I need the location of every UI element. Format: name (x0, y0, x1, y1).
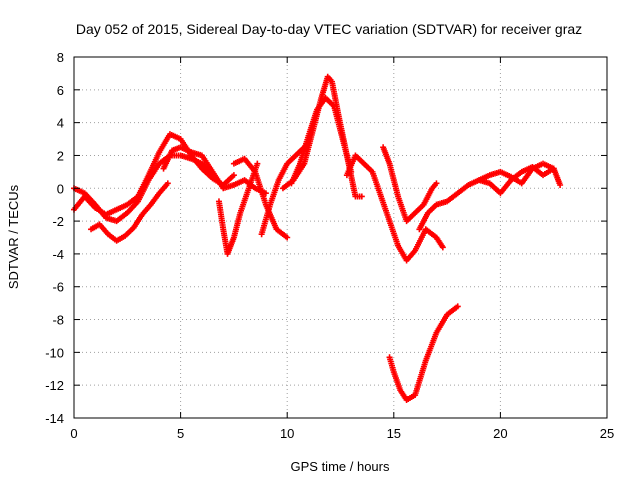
series-arc3 (88, 180, 171, 244)
y-tick-label: 8 (57, 50, 64, 65)
series-arc13 (476, 160, 564, 188)
grid (74, 57, 607, 418)
data-point (433, 180, 440, 187)
series-arc11 (380, 144, 440, 225)
data-point (164, 180, 171, 187)
x-tick-label: 15 (387, 426, 401, 441)
y-tick-label: 0 (57, 181, 64, 196)
data-point (284, 234, 291, 241)
y-tick-label: -6 (52, 280, 64, 295)
y-tick-label: 2 (57, 148, 64, 163)
y-tick-label: -4 (52, 247, 64, 262)
x-tick-label: 20 (493, 426, 507, 441)
y-tick-label: 4 (57, 116, 64, 131)
y-tick-label: -8 (52, 313, 64, 328)
ticks: 0 5 10 15 20 25 -14 -12 -10 -8 -6 -4 -2 0 2 4 6 8 (45, 50, 614, 441)
plot-frame (73, 56, 608, 419)
y-axis-label: SDTVAR / TECUs (6, 184, 21, 289)
data-point (358, 193, 365, 200)
series-arc5 (215, 160, 261, 257)
series-arc10 (343, 152, 446, 264)
data-point (557, 181, 564, 188)
data-point (262, 190, 269, 197)
data-point (254, 160, 261, 167)
x-tick-label: 10 (280, 426, 294, 441)
y-tick-label: -2 (52, 214, 64, 229)
data-point (454, 303, 461, 310)
y-tick-label: 6 (57, 83, 64, 98)
series-arc7 (258, 144, 308, 238)
x-tick-label: 0 (70, 426, 77, 441)
data-point (439, 244, 446, 251)
y-tick-label: -14 (45, 411, 64, 426)
data-points (71, 73, 564, 403)
x-tick-label: 5 (177, 426, 184, 441)
x-axis-label: GPS time / hours (291, 459, 390, 474)
x-tick-label: 25 (600, 426, 614, 441)
chart-title: Day 052 of 2015, Sidereal Day-to-day VTE… (76, 21, 582, 37)
y-tick-label: -12 (45, 378, 64, 393)
data-point (230, 172, 237, 179)
y-tick-label: -10 (45, 345, 64, 360)
series-arc14 (386, 303, 461, 403)
